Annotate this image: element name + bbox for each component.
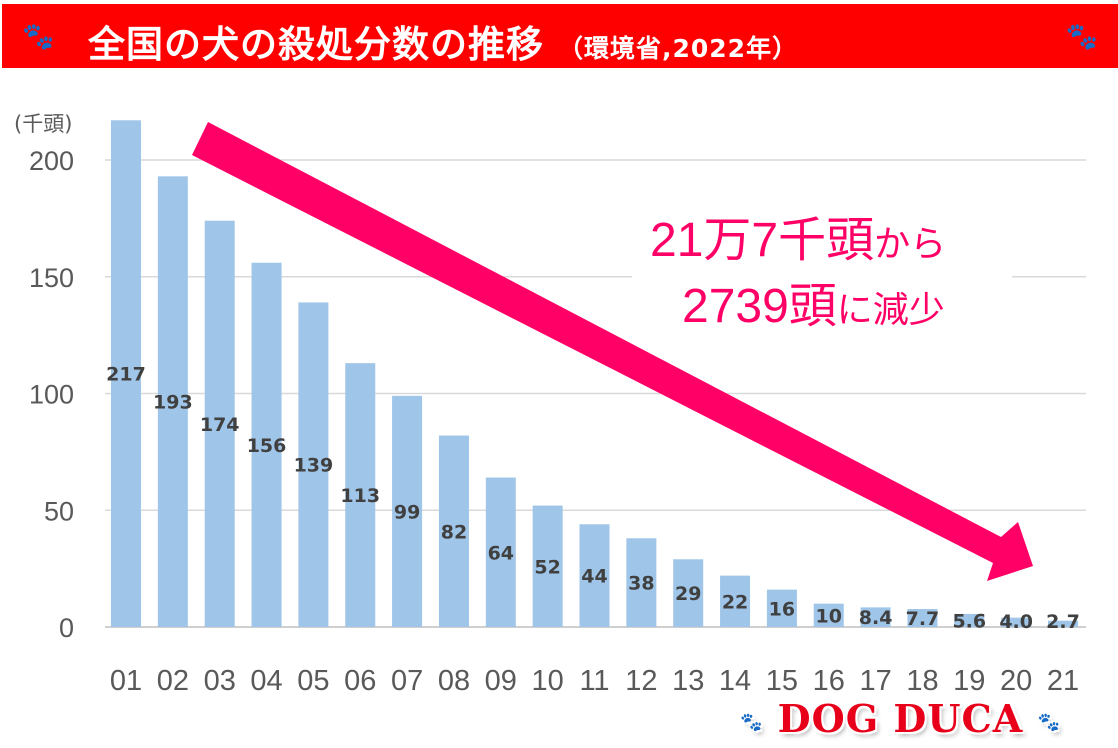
data-label: 99 bbox=[394, 501, 420, 523]
x-tick-label: 05 bbox=[297, 665, 329, 697]
x-tick-label: 17 bbox=[859, 665, 891, 697]
annotation-line1: 21万7千頭から bbox=[650, 200, 946, 270]
chart-title: 全国の犬の殺処分数の推移 （環境省,2022年） bbox=[88, 14, 798, 68]
subtitle: （環境省,2022年） bbox=[558, 34, 799, 63]
data-label: 5.6 bbox=[952, 610, 986, 632]
x-tick-label: 08 bbox=[438, 665, 470, 697]
data-label: 29 bbox=[675, 583, 701, 605]
data-label: 10 bbox=[816, 605, 842, 627]
data-label: 139 bbox=[294, 455, 334, 477]
y-tick-label: 200 bbox=[29, 146, 74, 176]
data-label: 52 bbox=[534, 556, 560, 578]
paw-icon: 🐾 bbox=[740, 712, 764, 733]
data-label: 2.7 bbox=[1046, 611, 1080, 633]
annotation: 21万7千頭から 2739頭に減少 bbox=[632, 200, 1012, 333]
x-tick-label: 02 bbox=[157, 665, 189, 697]
bar bbox=[626, 538, 657, 627]
data-label: 16 bbox=[769, 598, 795, 620]
bar bbox=[345, 363, 376, 627]
annotation-amount-start: 21万7千頭 bbox=[650, 214, 875, 267]
data-label: 217 bbox=[106, 364, 146, 386]
x-tick-label: 04 bbox=[250, 665, 282, 697]
data-label: 113 bbox=[340, 485, 380, 507]
x-tick-label: 20 bbox=[1000, 665, 1032, 697]
x-tick-label: 18 bbox=[906, 665, 938, 697]
bar bbox=[1048, 620, 1078, 627]
x-tick-label: 10 bbox=[532, 665, 564, 697]
logo-text: DOG DUCA bbox=[777, 696, 1024, 741]
x-tick-label: 14 bbox=[719, 665, 751, 697]
x-tick-label: 21 bbox=[1047, 665, 1079, 697]
bar bbox=[532, 505, 563, 627]
data-label: 64 bbox=[488, 542, 514, 564]
bar bbox=[251, 262, 282, 627]
x-tick-label: 15 bbox=[766, 665, 798, 697]
x-tick-label: 13 bbox=[672, 665, 704, 697]
x-tick-label: 06 bbox=[344, 665, 376, 697]
bar bbox=[157, 176, 188, 627]
bar bbox=[204, 220, 235, 627]
data-label: 7.7 bbox=[906, 608, 940, 630]
data-label: 174 bbox=[200, 414, 240, 436]
bar bbox=[111, 120, 141, 628]
bar bbox=[298, 302, 329, 627]
bar bbox=[907, 609, 938, 627]
bar bbox=[954, 613, 985, 627]
x-tick-label: 12 bbox=[625, 665, 657, 697]
y-tick-label: 50 bbox=[44, 496, 74, 526]
bar bbox=[860, 607, 891, 627]
bar bbox=[673, 559, 704, 627]
y-tick-label: 150 bbox=[29, 263, 74, 293]
paw-icon: 🐾 bbox=[22, 22, 55, 52]
paw-icon: 🐾 bbox=[1065, 22, 1098, 52]
title-bar: 🐾 全国の犬の殺処分数の推移 （環境省,2022年） 🐾 bbox=[2, 4, 1118, 68]
title-text: 全国の犬の殺処分数の推移 bbox=[88, 23, 544, 66]
trend-arrow bbox=[192, 122, 1033, 581]
data-label: 4.0 bbox=[999, 611, 1033, 633]
bar bbox=[579, 524, 610, 627]
x-tick-label: 01 bbox=[110, 665, 142, 697]
data-label: 156 bbox=[247, 435, 287, 457]
bar bbox=[813, 603, 844, 627]
data-label: 38 bbox=[628, 573, 654, 595]
annotation-text: に減少 bbox=[836, 289, 945, 330]
x-tick-label: 03 bbox=[204, 665, 236, 697]
bar bbox=[392, 395, 423, 627]
x-tick-label: 07 bbox=[391, 665, 423, 697]
bar bbox=[1001, 617, 1032, 627]
bar bbox=[438, 435, 469, 627]
y-axis-label: (千頭) bbox=[14, 112, 72, 136]
bar bbox=[766, 589, 797, 627]
y-tick-label: 100 bbox=[29, 380, 74, 410]
data-label: 44 bbox=[581, 566, 607, 588]
x-tick-label: 16 bbox=[813, 665, 845, 697]
data-label: 8.4 bbox=[859, 607, 893, 629]
x-tick-label: 09 bbox=[485, 665, 517, 697]
paw-icon: 🐾 bbox=[1037, 712, 1061, 733]
data-label: 22 bbox=[722, 591, 748, 613]
annotation-text: から bbox=[874, 223, 947, 264]
annotation-line2: 2739頭に減少 bbox=[682, 266, 945, 336]
x-tick-label: 19 bbox=[953, 665, 985, 697]
x-tick-label: 11 bbox=[579, 665, 609, 697]
bar bbox=[720, 575, 751, 627]
dog-duca-logo: 🐾 DOG DUCA 🐾 bbox=[740, 696, 1061, 741]
annotation-amount-end: 2739頭 bbox=[682, 280, 837, 333]
data-label: 82 bbox=[441, 521, 467, 543]
bar bbox=[485, 477, 516, 627]
data-label: 193 bbox=[153, 392, 193, 414]
y-tick-label: 0 bbox=[59, 613, 74, 643]
